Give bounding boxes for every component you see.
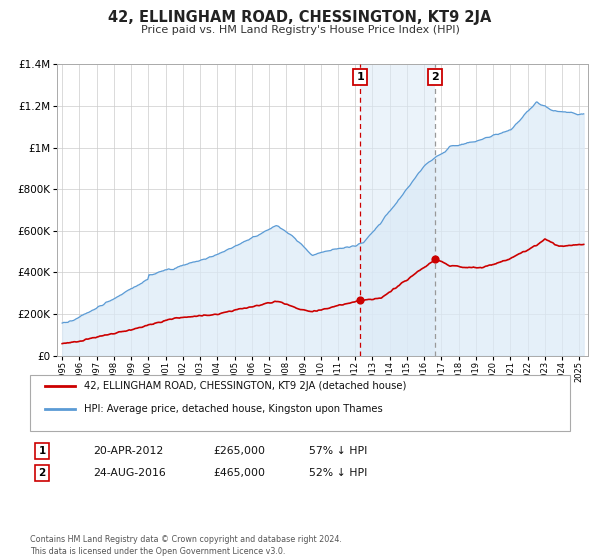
Text: 1: 1 <box>38 446 46 456</box>
Text: Price paid vs. HM Land Registry's House Price Index (HPI): Price paid vs. HM Land Registry's House … <box>140 25 460 35</box>
Text: 1: 1 <box>356 72 364 82</box>
Text: 57% ↓ HPI: 57% ↓ HPI <box>309 446 367 456</box>
Text: £465,000: £465,000 <box>213 468 265 478</box>
Bar <box>361 64 436 356</box>
Text: HPI: Average price, detached house, Kingston upon Thames: HPI: Average price, detached house, King… <box>84 404 383 414</box>
Text: 2: 2 <box>38 468 46 478</box>
Text: 2: 2 <box>431 72 439 82</box>
Text: 42, ELLINGHAM ROAD, CHESSINGTON, KT9 2JA: 42, ELLINGHAM ROAD, CHESSINGTON, KT9 2JA <box>109 10 491 25</box>
Point <box>356 296 365 305</box>
Text: 20-APR-2012: 20-APR-2012 <box>93 446 163 456</box>
Text: £265,000: £265,000 <box>213 446 265 456</box>
Text: 42, ELLINGHAM ROAD, CHESSINGTON, KT9 2JA (detached house): 42, ELLINGHAM ROAD, CHESSINGTON, KT9 2JA… <box>84 381 406 391</box>
Text: 52% ↓ HPI: 52% ↓ HPI <box>309 468 367 478</box>
Point <box>431 254 440 263</box>
Text: Contains HM Land Registry data © Crown copyright and database right 2024.
This d: Contains HM Land Registry data © Crown c… <box>30 535 342 556</box>
Text: 24-AUG-2016: 24-AUG-2016 <box>93 468 166 478</box>
